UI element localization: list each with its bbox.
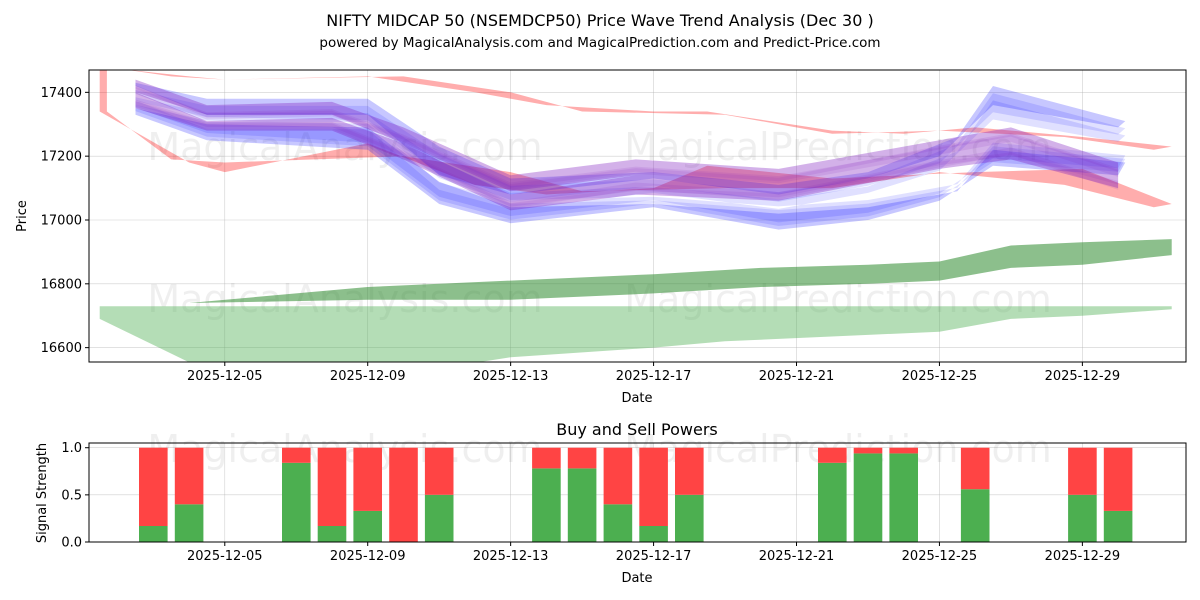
sell-bar-13 bbox=[853, 447, 883, 454]
price-wave-panel: MagicalAnalysis.com MagicalPrediction.co… bbox=[15, 69, 1187, 406]
price-xtick-label-6: 2025-12-29 bbox=[1045, 369, 1121, 384]
signal-xtick-label-2: 2025-12-13 bbox=[473, 549, 549, 564]
signal-x-ticks: 2025-12-05 2025-12-09 2025-12-13 2025-12-17… bbox=[187, 542, 1120, 564]
price-xtick-label-5: 2025-12-25 bbox=[902, 369, 978, 384]
signal-x-axis-label: Date bbox=[621, 571, 652, 586]
buy-bar-7 bbox=[532, 468, 561, 542]
signal-xtick-label-4: 2025-12-21 bbox=[759, 549, 835, 564]
buy-bar-11 bbox=[675, 494, 704, 542]
price-xtick-label-3: 2025-12-17 bbox=[616, 369, 692, 384]
price-axes-frame bbox=[88, 69, 1187, 363]
sell-bar-5 bbox=[389, 447, 418, 542]
signal-xtick-label-6: 2025-12-29 bbox=[1045, 549, 1121, 564]
buy-bar-17 bbox=[1103, 510, 1133, 542]
signal-axes-frame bbox=[88, 442, 1187, 543]
price-xtick-label-0: 2025-12-05 bbox=[187, 369, 263, 384]
buy-bar-16 bbox=[1068, 494, 1097, 542]
watermark-prediction-top: MagicalPrediction.com bbox=[624, 125, 1052, 169]
sell-bar-10 bbox=[639, 447, 668, 526]
price-x-ticks: 2025-12-05 2025-12-09 2025-12-13 2025-12-17… bbox=[187, 362, 1120, 384]
price-watermarks: MagicalAnalysis.com MagicalPrediction.co… bbox=[147, 125, 1051, 321]
blue-band-layer-2 bbox=[135, 97, 1126, 223]
signal-xtick-label-1: 2025-12-09 bbox=[330, 549, 406, 564]
price-x-axis-label: Date bbox=[621, 391, 652, 406]
price-ytick-label-4: 17400 bbox=[41, 86, 82, 101]
price-ytick-label-0: 16600 bbox=[41, 341, 82, 356]
purple-band-layer-1 bbox=[135, 86, 1119, 207]
green-band-inner bbox=[189, 239, 1172, 303]
price-xtick-label-4: 2025-12-21 bbox=[759, 369, 835, 384]
price-y-axis-label: Price bbox=[15, 200, 30, 232]
watermark-analysis-top: MagicalAnalysis.com bbox=[147, 125, 542, 169]
sell-bar-4 bbox=[353, 447, 382, 511]
signal-y-axis-label: Signal Strength bbox=[35, 443, 50, 543]
main-chart-subtitle: powered by MagicalAnalysis.com and Magic… bbox=[319, 35, 880, 51]
buy-bar-0 bbox=[139, 526, 168, 542]
price-ytick-label-1: 16800 bbox=[41, 277, 82, 292]
sell-bar-8 bbox=[567, 447, 597, 469]
price-xtick-label-2: 2025-12-13 bbox=[473, 369, 549, 384]
buy-bar-8 bbox=[567, 468, 597, 542]
buy-bar-15 bbox=[960, 489, 990, 542]
sell-bar-6 bbox=[424, 447, 454, 495]
buy-sell-title: Buy and Sell Powers bbox=[556, 420, 718, 439]
buy-bar-9 bbox=[603, 504, 633, 542]
buy-bar-13 bbox=[853, 453, 883, 542]
sell-bar-12 bbox=[818, 447, 847, 463]
buy-bar-6 bbox=[424, 494, 454, 542]
buy-bar-14 bbox=[889, 453, 918, 542]
sell-bar-17 bbox=[1103, 447, 1133, 511]
buy-bar-3 bbox=[317, 526, 347, 542]
sell-bar-15 bbox=[960, 447, 990, 490]
blue-band-layer-1 bbox=[135, 90, 1126, 226]
green-band-outer bbox=[99, 188, 1172, 362]
buy-bar-1 bbox=[174, 504, 204, 542]
buy-bar-4 bbox=[353, 510, 382, 542]
buy-sell-panel: Buy and Sell Powers MagicalAnalysis.com … bbox=[35, 420, 1187, 586]
sell-bar-7 bbox=[532, 447, 561, 469]
price-bands bbox=[99, 70, 1172, 362]
signal-xtick-label-3: 2025-12-17 bbox=[616, 549, 692, 564]
signal-xtick-label-0: 2025-12-05 bbox=[187, 549, 263, 564]
sell-bar-2 bbox=[282, 447, 311, 463]
signal-y-ticks: 0.0 0.5 1.0 bbox=[61, 441, 89, 551]
signal-bars bbox=[139, 447, 1133, 542]
buy-bar-2 bbox=[282, 462, 311, 542]
sell-bar-3 bbox=[317, 447, 347, 526]
sell-bar-1 bbox=[174, 447, 204, 505]
price-ytick-label-2: 17000 bbox=[41, 213, 82, 228]
buy-bar-12 bbox=[818, 462, 847, 542]
signal-ytick-label-1: 0.5 bbox=[61, 488, 82, 503]
price-xtick-label-1: 2025-12-09 bbox=[330, 369, 406, 384]
price-y-ticks: 16600 16800 17000 17200 17400 bbox=[41, 86, 89, 356]
sell-bar-9 bbox=[603, 447, 633, 505]
main-chart-title: NIFTY MIDCAP 50 (NSEMDCP50) Price Wave T… bbox=[326, 11, 873, 30]
sell-bar-14 bbox=[889, 447, 918, 454]
purple-band-layer-2 bbox=[135, 85, 1119, 209]
signal-xtick-label-5: 2025-12-25 bbox=[902, 549, 978, 564]
purple-band bbox=[135, 79, 1119, 211]
sell-bar-16 bbox=[1068, 447, 1097, 495]
sell-bar-11 bbox=[675, 447, 704, 495]
signal-ytick-label-2: 1.0 bbox=[61, 441, 82, 456]
sell-bar-0 bbox=[139, 447, 168, 526]
signal-ytick-label-0: 0.0 bbox=[61, 536, 82, 551]
price-ytick-label-3: 17200 bbox=[41, 150, 82, 165]
buy-bar-10 bbox=[639, 526, 668, 542]
blue-band bbox=[135, 82, 1126, 230]
